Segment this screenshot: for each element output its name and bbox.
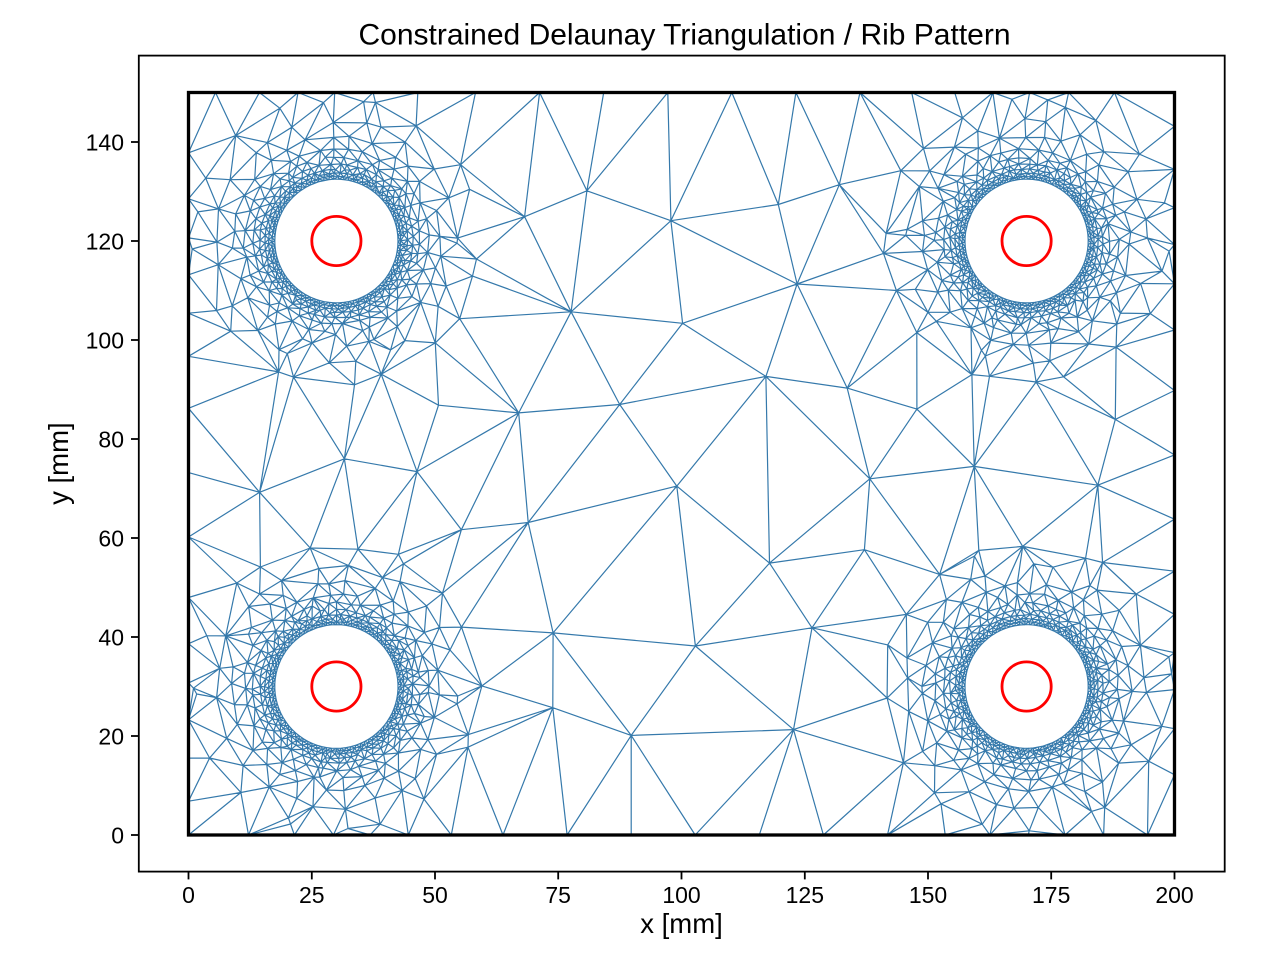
svg-text:100: 100 <box>86 327 124 353</box>
svg-text:100: 100 <box>662 882 700 908</box>
svg-text:150: 150 <box>909 882 947 908</box>
svg-text:25: 25 <box>299 882 325 908</box>
svg-text:60: 60 <box>98 525 124 551</box>
svg-text:0: 0 <box>182 882 195 908</box>
svg-text:175: 175 <box>1032 882 1070 908</box>
svg-text:0: 0 <box>111 822 124 848</box>
svg-text:120: 120 <box>86 228 124 254</box>
svg-text:40: 40 <box>98 624 124 650</box>
svg-text:x [mm]: x [mm] <box>640 908 723 939</box>
svg-text:140: 140 <box>86 129 124 155</box>
svg-text:20: 20 <box>98 723 124 749</box>
svg-text:125: 125 <box>786 882 824 908</box>
svg-text:y [mm]: y [mm] <box>43 422 74 505</box>
svg-text:200: 200 <box>1155 882 1193 908</box>
svg-text:80: 80 <box>98 426 124 452</box>
svg-text:Constrained Delaunay Triangula: Constrained Delaunay Triangulation / Rib… <box>358 19 1010 52</box>
svg-text:50: 50 <box>422 882 448 908</box>
svg-text:75: 75 <box>545 882 571 908</box>
